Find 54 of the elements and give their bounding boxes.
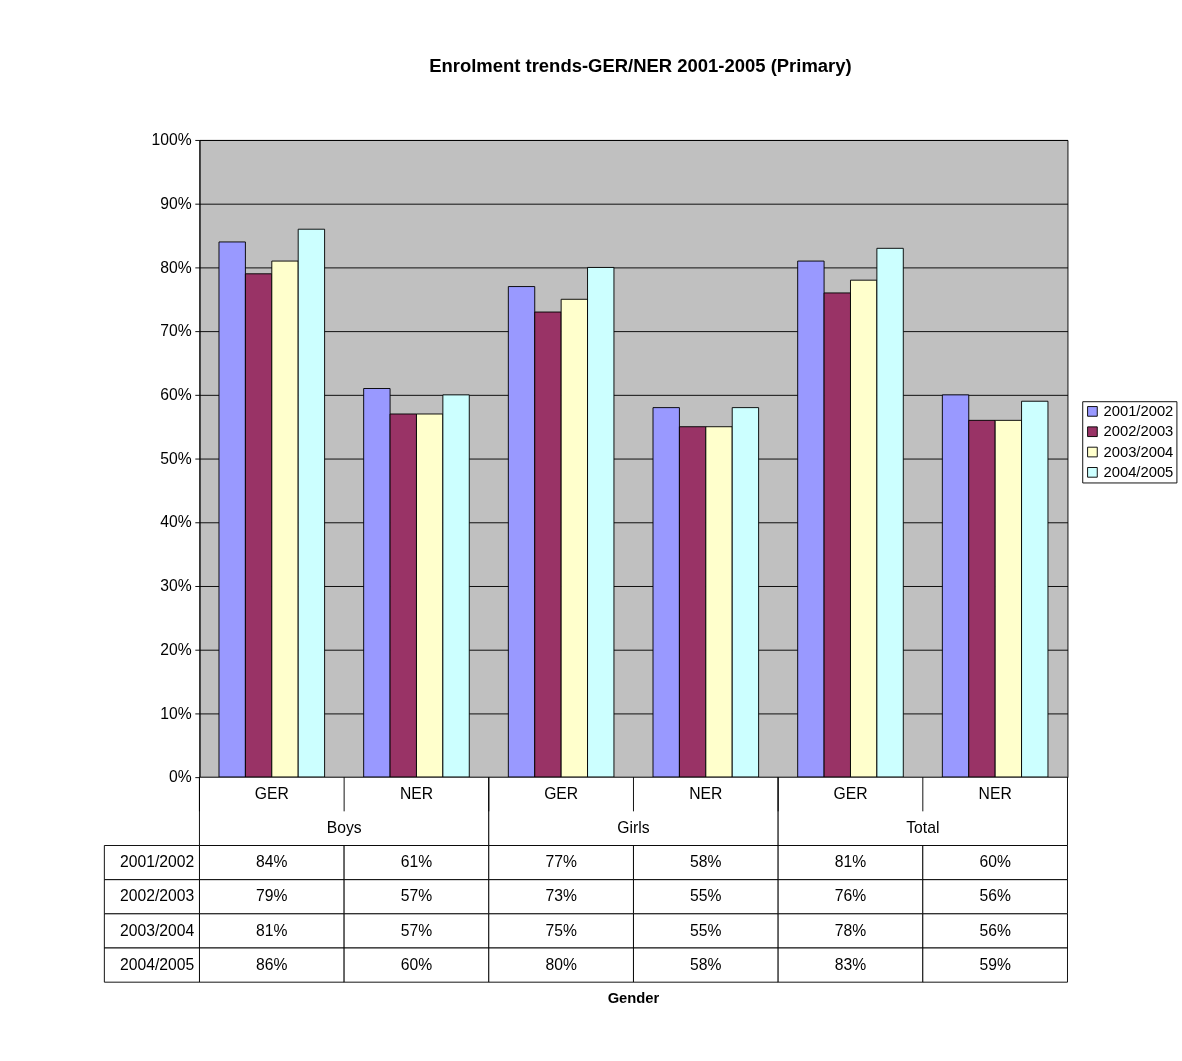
text: Total (906, 819, 940, 837)
data-label: 80% (545, 955, 577, 973)
data-label: 60% (400, 955, 433, 973)
x-tick-label: GER (544, 784, 579, 802)
legend-label: 2004/2005 (1103, 463, 1174, 480)
text: Boys (326, 819, 362, 837)
data-label: 55% (690, 921, 722, 939)
data-label: 78% (834, 921, 867, 939)
x-tick-label: NER (399, 784, 434, 802)
y-tick-label: 70% (160, 322, 192, 340)
data-label: 56% (979, 921, 1011, 939)
data-label: 60% (979, 853, 1011, 871)
y-tick-label: 100% (151, 131, 192, 149)
data-label: 77% (545, 853, 577, 871)
data-label: 73% (545, 887, 577, 905)
y-tick-label: 40% (160, 513, 192, 531)
text: Girls (617, 819, 650, 837)
data-label: 84% (256, 853, 288, 871)
data-label: 75% (545, 921, 577, 939)
data-label: 57% (400, 921, 433, 939)
legend-label: 2003/2004 (1103, 443, 1174, 460)
data-label: 58% (690, 853, 722, 871)
data-label: 57% (400, 887, 433, 905)
y-tick-label: 50% (160, 449, 192, 467)
text: 2003/2004 (120, 921, 195, 939)
text: 2002/2003 (120, 887, 195, 905)
y-tick-label: 0% (168, 768, 192, 786)
chart-title: Enrolment trends-GER/NER 2001-2005 (Primary) (429, 55, 852, 77)
y-tick-label: 60% (160, 385, 192, 403)
data-label: 83% (834, 955, 867, 973)
data-label: 61% (400, 853, 433, 871)
y-tick-label: 90% (160, 194, 192, 212)
y-tick-label: 10% (160, 704, 192, 722)
data-label: 79% (256, 887, 288, 905)
x-tick-label: GER (833, 784, 868, 802)
data-label: 58% (690, 955, 722, 973)
legend-label: 2002/2003 (1103, 423, 1174, 440)
y-tick-label: 30% (160, 577, 192, 595)
data-label: 86% (256, 955, 288, 973)
x-tick-label: NER (689, 784, 723, 802)
legend-label: 2001/2002 (1103, 403, 1174, 420)
data-label: 81% (834, 853, 867, 871)
data-label: 56% (979, 887, 1011, 905)
text: 2001/2002 (120, 853, 195, 871)
data-label: 76% (834, 887, 867, 905)
text: 2004/2005 (120, 955, 195, 973)
data-label: 81% (256, 921, 288, 939)
x-tick-label: NER (978, 784, 1012, 802)
text: Gender (607, 990, 660, 1007)
data-label: 55% (690, 887, 722, 905)
x-tick-label: GER (254, 784, 289, 802)
data-label: 59% (979, 955, 1011, 973)
y-tick-label: 80% (160, 258, 192, 276)
y-tick-label: 20% (160, 640, 192, 658)
